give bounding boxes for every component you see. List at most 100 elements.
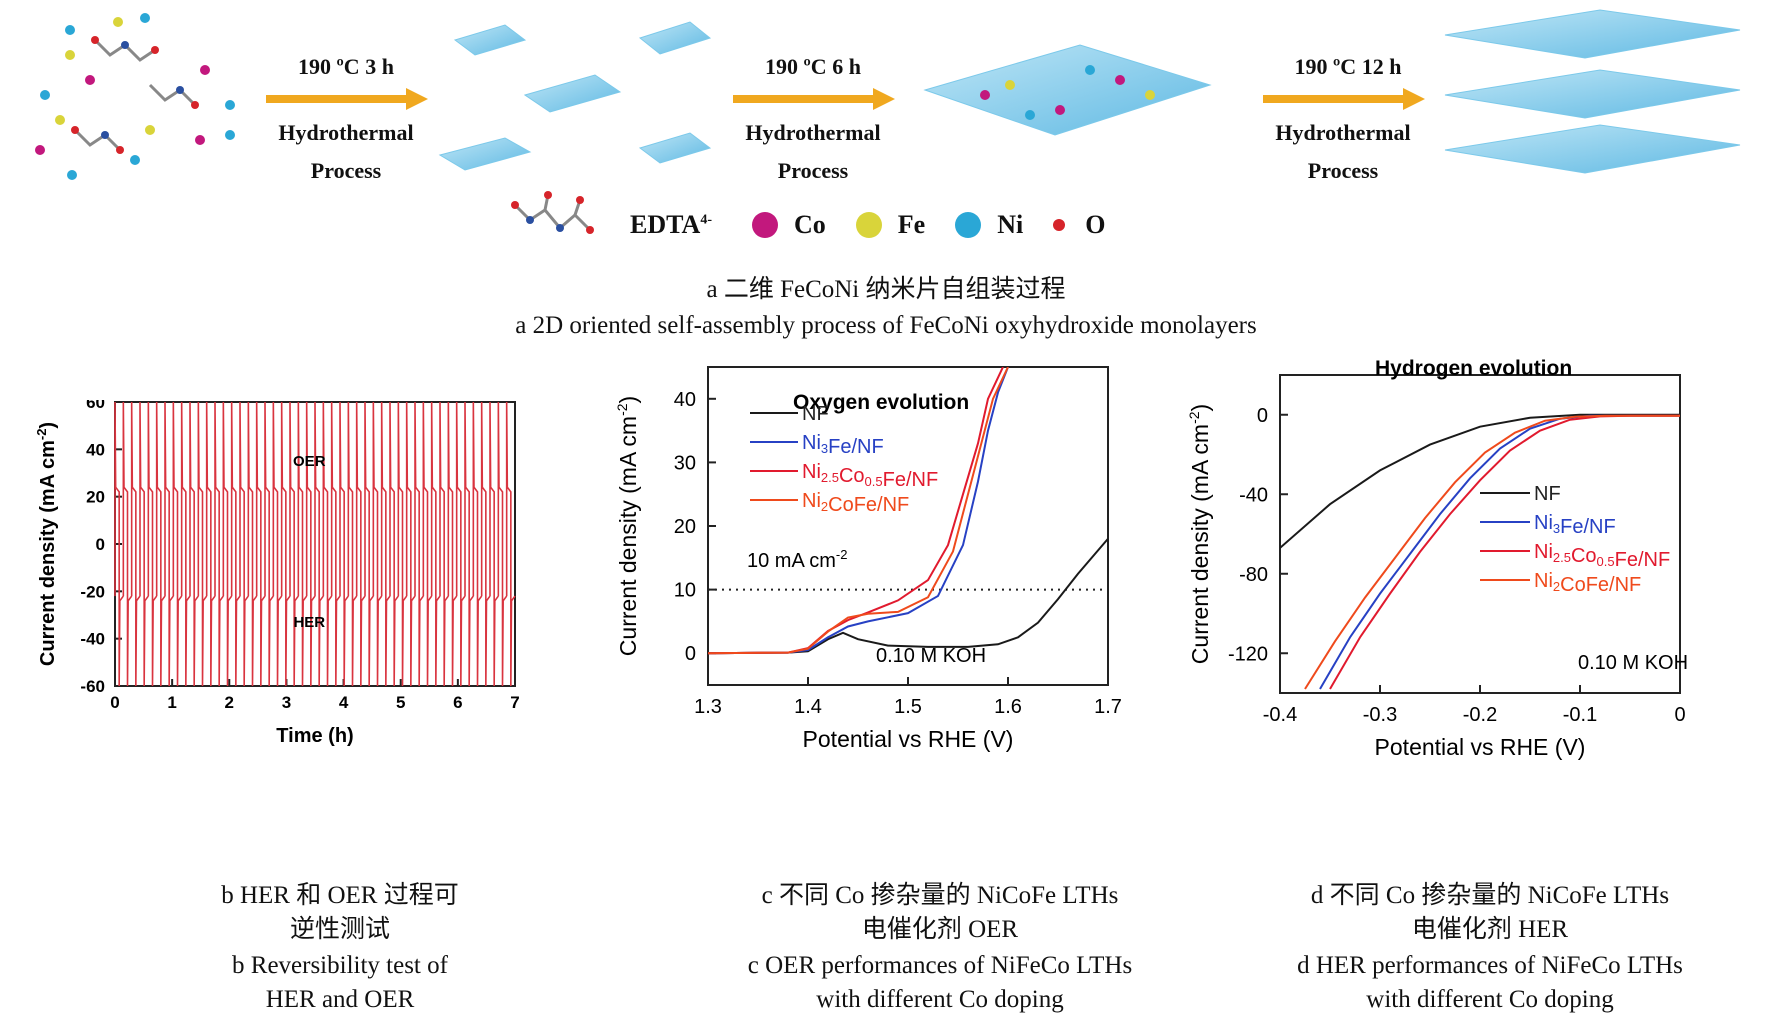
y-tick-label: -40 xyxy=(80,630,105,649)
legend-ni-dot xyxy=(955,212,982,238)
reference-label: 10 mA cm-2 xyxy=(747,547,847,572)
caption-d-en2: with different Co doping xyxy=(1366,986,1614,1013)
legend-ni-label: Ni xyxy=(997,210,1024,239)
x-tick-label: 0 xyxy=(1674,704,1685,726)
caption-c-cn1: c 不同 Co 掺杂量的 NiCoFe LTHs xyxy=(761,882,1119,909)
chart-b-reversibility: -60 -40 -20 0 20 40 60 0 1 2 3 4 5 6 7 OER HER Time (h) Cu… xyxy=(34,400,520,747)
series-line-3 xyxy=(1304,414,1680,690)
legend-label-1: Ni3Fe/NF xyxy=(1534,512,1616,538)
step2-line1: Hydrothermal xyxy=(745,120,881,145)
y-tick-label: -80 xyxy=(1239,564,1268,586)
legend-o-dot xyxy=(1053,219,1066,231)
y-tick-label: 10 xyxy=(674,580,696,602)
caption-d-cn2: 电催化剂 HER xyxy=(1411,916,1569,943)
legend-co-dot xyxy=(751,212,778,238)
x-tick-label: 7 xyxy=(510,693,519,712)
x-tick-label: -0.3 xyxy=(1363,704,1397,726)
electrolyte-note: 0.10 M KOH xyxy=(1578,652,1688,674)
y-tick-label: 60 xyxy=(86,400,105,412)
x-tick-label: 2 xyxy=(225,693,234,712)
large-nanosheet xyxy=(923,44,1212,136)
legend-co-label: Co xyxy=(793,210,826,239)
x-tick-label: 4 xyxy=(339,693,349,712)
caption-a-cn: a 二维 FeCoNi 纳米片自组装过程 xyxy=(706,276,1066,303)
caption-b-en1: b Reversibility test of xyxy=(232,952,448,979)
chart-title: Hydrogen evolution xyxy=(1375,357,1572,380)
small-nanosheets xyxy=(438,21,712,171)
step1-line1: Hydrothermal xyxy=(278,120,414,145)
process-arrow-3 xyxy=(1263,88,1425,110)
legend-label-0: NF xyxy=(802,403,829,425)
y-axis-label: Current density (mA cm-2) xyxy=(1186,404,1213,664)
scheme-graphic xyxy=(35,9,1741,234)
plot-frame xyxy=(707,366,1109,686)
step1-condition: 190 ºC 3 h xyxy=(298,54,394,79)
x-tick-label: 1.5 xyxy=(894,696,922,718)
series-line-1 xyxy=(708,367,1009,655)
x-tick-label: 1 xyxy=(167,693,176,712)
series-group xyxy=(708,367,1108,655)
caption-d-cn1: d 不同 Co 掺杂量的 NiCoFe LTHs xyxy=(1310,882,1670,909)
x-tick-label: 1.6 xyxy=(994,696,1022,718)
legend-o-label: O xyxy=(1085,210,1106,239)
series-cycling xyxy=(114,401,516,687)
x-axis-label: Potential vs RHE (V) xyxy=(1375,734,1586,760)
y-tick-label: 40 xyxy=(674,389,696,411)
y-tick-label: 0 xyxy=(1257,405,1268,427)
y-tick-label: 0 xyxy=(96,535,105,554)
plot-frame xyxy=(1279,374,1681,694)
chart-c-oer: 0 10 20 30 40 1.3 1.4 1.5 1.6 1.7 10 mA cm-2 Oxygen… xyxy=(614,366,1122,752)
precursor-cluster xyxy=(35,13,235,180)
x-tick-label: -0.1 xyxy=(1563,704,1597,726)
x-tick-label: 1.7 xyxy=(1094,696,1122,718)
legend-label-3: Ni2CoFe/NF xyxy=(1534,570,1641,596)
y-tick-label: 30 xyxy=(674,452,696,474)
y-tick-label: 20 xyxy=(86,488,105,507)
y-tick-label: -20 xyxy=(80,582,105,601)
series-group xyxy=(1280,413,1680,690)
legend-label-2: Ni2.5Co0.5Fe/NF xyxy=(802,461,938,491)
y-tick-label: 40 xyxy=(86,440,105,459)
x-axis-label: Potential vs RHE (V) xyxy=(803,726,1014,752)
x-tick-label: 1.4 xyxy=(794,696,822,718)
legend-fe-dot xyxy=(855,212,882,238)
y-tick-label: -120 xyxy=(1228,643,1268,665)
legend-label-2: Ni2.5Co0.5Fe/NF xyxy=(1534,541,1670,571)
process-arrow-2 xyxy=(733,88,895,110)
caption-b-cn2: 逆性测试 xyxy=(289,916,390,943)
series-line xyxy=(114,401,516,687)
caption-b-en2: HER and OER xyxy=(265,986,415,1013)
x-tick-label: 0 xyxy=(110,693,119,712)
stacked-nanosheets xyxy=(1444,9,1741,174)
x-tick-label: -0.2 xyxy=(1463,704,1497,726)
x-tick-label: 3 xyxy=(282,693,291,712)
chart-title: Oxygen evolution xyxy=(793,391,969,414)
step3-condition: 190 ºC 12 h xyxy=(1294,54,1402,79)
caption-c-en1: c OER performances of NiFeCo LTHs xyxy=(747,952,1133,979)
step1-line2: Process xyxy=(310,158,382,183)
y-axis-label: Current density (mA cm-2) xyxy=(34,422,59,666)
step3-line2: Process xyxy=(1307,158,1379,183)
legend-edta: EDTA4- xyxy=(630,210,712,239)
annotation-oer: OER xyxy=(293,453,326,470)
caption-c-en2: with different Co doping xyxy=(816,986,1064,1013)
scheme-panel-a: 190 ºC 3 h Hydrothermal Process 190 ºC 6… xyxy=(0,0,1772,340)
series-line-3 xyxy=(708,367,1009,655)
caption-c-cn2: 电催化剂 OER xyxy=(861,916,1019,943)
legend-label-0: NF xyxy=(1534,483,1561,505)
caption-b-cn1: b HER 和 OER 过程可 xyxy=(221,882,459,909)
electrolyte-note: 0.10 M KOH xyxy=(876,645,986,667)
x-tick-label: -0.4 xyxy=(1263,704,1297,726)
y-tick-label: -40 xyxy=(1239,484,1268,506)
legend-label-1: Ni3Fe/NF xyxy=(802,432,884,458)
step2-condition: 190 ºC 6 h xyxy=(765,54,861,79)
x-tick-label: 5 xyxy=(396,693,405,712)
y-tick-label: -60 xyxy=(80,677,105,696)
step3-line1: Hydrothermal xyxy=(1275,120,1411,145)
caption-a-en: a 2D oriented self-assembly process of F… xyxy=(515,312,1257,339)
y-axis-label: Current density (mA cm-2) xyxy=(614,396,641,656)
x-tick-label: 1.3 xyxy=(694,696,722,718)
process-arrow-1 xyxy=(266,88,428,110)
y-tick-label: 0 xyxy=(685,643,696,665)
annotation-her: HER xyxy=(293,614,325,631)
